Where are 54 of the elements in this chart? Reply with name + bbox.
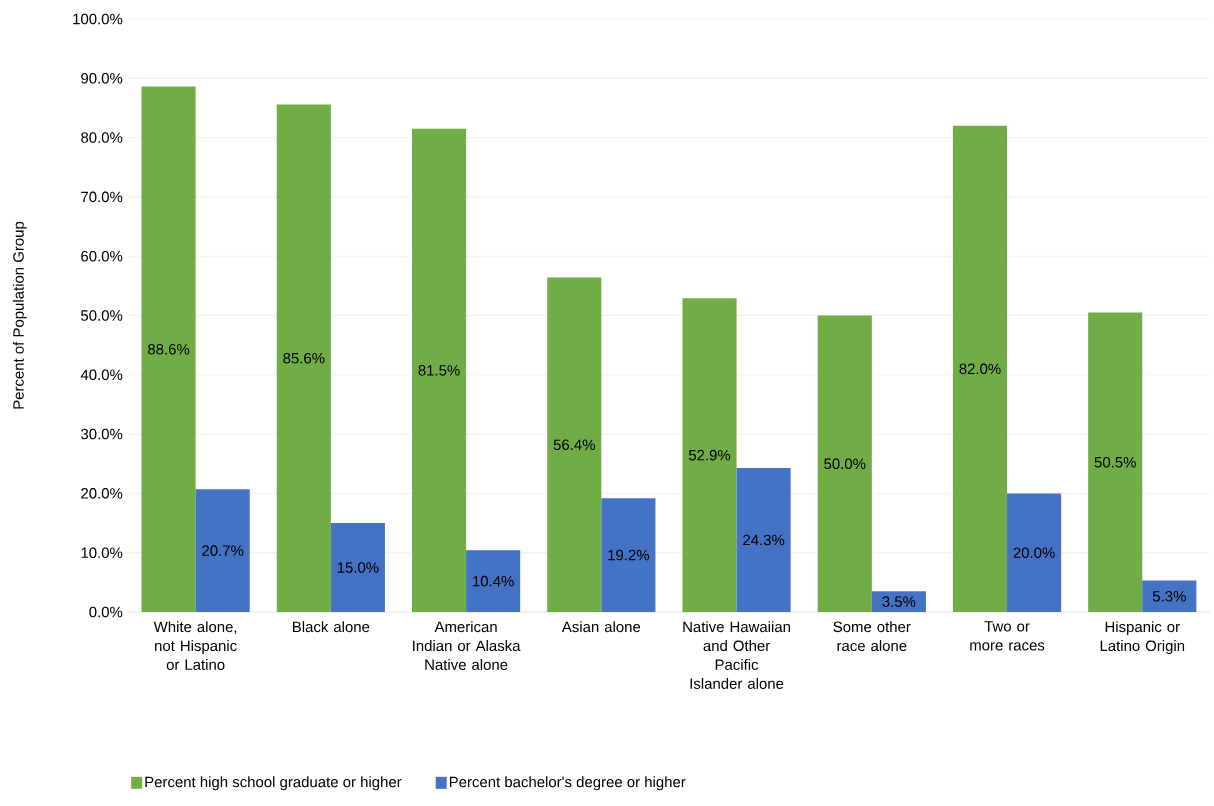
bar (871, 591, 926, 612)
bar (1088, 312, 1143, 612)
data-label: 85.6% (283, 352, 325, 364)
legend-label: Percent bachelor's degree or higher (449, 776, 686, 791)
data-label: 50.5% (1094, 456, 1136, 468)
bar (601, 498, 656, 612)
x-tick-label: Two or more races (970, 621, 1045, 651)
bar (1142, 580, 1197, 612)
data-label: 15.0% (337, 562, 379, 573)
bar (682, 298, 737, 612)
y-tick-label: 80.0% (81, 132, 123, 143)
bar (952, 125, 1008, 612)
bar (276, 104, 331, 612)
y-tick-label: 70.0% (81, 191, 123, 203)
y-tick-label: 30.0% (81, 428, 123, 440)
bar (412, 128, 467, 612)
data-label: 50.0% (824, 458, 866, 470)
data-label: 19.2% (608, 549, 650, 561)
bar (330, 523, 385, 612)
data-label: 88.6% (148, 344, 190, 355)
x-tick-label: Some other race alone (833, 621, 911, 652)
bar (1007, 493, 1062, 612)
data-label: 20.0% (1013, 547, 1055, 558)
data-label: 56.4% (553, 439, 595, 451)
y-tick-label: 50.0% (81, 310, 123, 321)
bar (466, 550, 521, 612)
bar (141, 86, 196, 612)
x-tick-label: White alone, not Hispanic or Latino (153, 621, 237, 670)
y-tick-label: 10.0% (81, 547, 123, 558)
data-label: 24.3% (743, 534, 785, 546)
x-tick-label: Asian alone (561, 621, 641, 633)
legend-label: Percent high school graduate or higher (145, 776, 402, 791)
x-tick-label: Black alone (293, 621, 370, 633)
y-tick-label: 40.0% (80, 369, 123, 381)
x-tick-label: Hispanic or Latino Origin (1100, 621, 1185, 655)
bar (547, 277, 602, 612)
data-label: 82.0% (959, 363, 1001, 375)
bar (195, 489, 250, 612)
y-axis-title: Percent of Population Group (12, 221, 27, 409)
x-tick-label: Native Hawaiian and Other Pacific Islander alone (683, 621, 790, 689)
y-tick-label: 100.0% (73, 13, 123, 25)
data-label: 81.5% (418, 365, 460, 376)
data-label: 10.4% (473, 575, 514, 587)
bar (817, 315, 872, 612)
data-label: 3.5% (882, 596, 916, 607)
y-tick-label: 0.0% (89, 606, 123, 618)
x-tick-label: American Indian or Alaska Native alone (413, 621, 521, 670)
y-tick-label: 60.0% (81, 250, 123, 262)
data-label: 20.7% (202, 545, 244, 556)
y-tick-label: 20.0% (81, 488, 123, 499)
y-tick-label: 90.0% (81, 72, 123, 84)
bar (736, 467, 791, 612)
data-label: 5.3% (1152, 590, 1186, 602)
data-label: 52.9% (688, 449, 731, 461)
